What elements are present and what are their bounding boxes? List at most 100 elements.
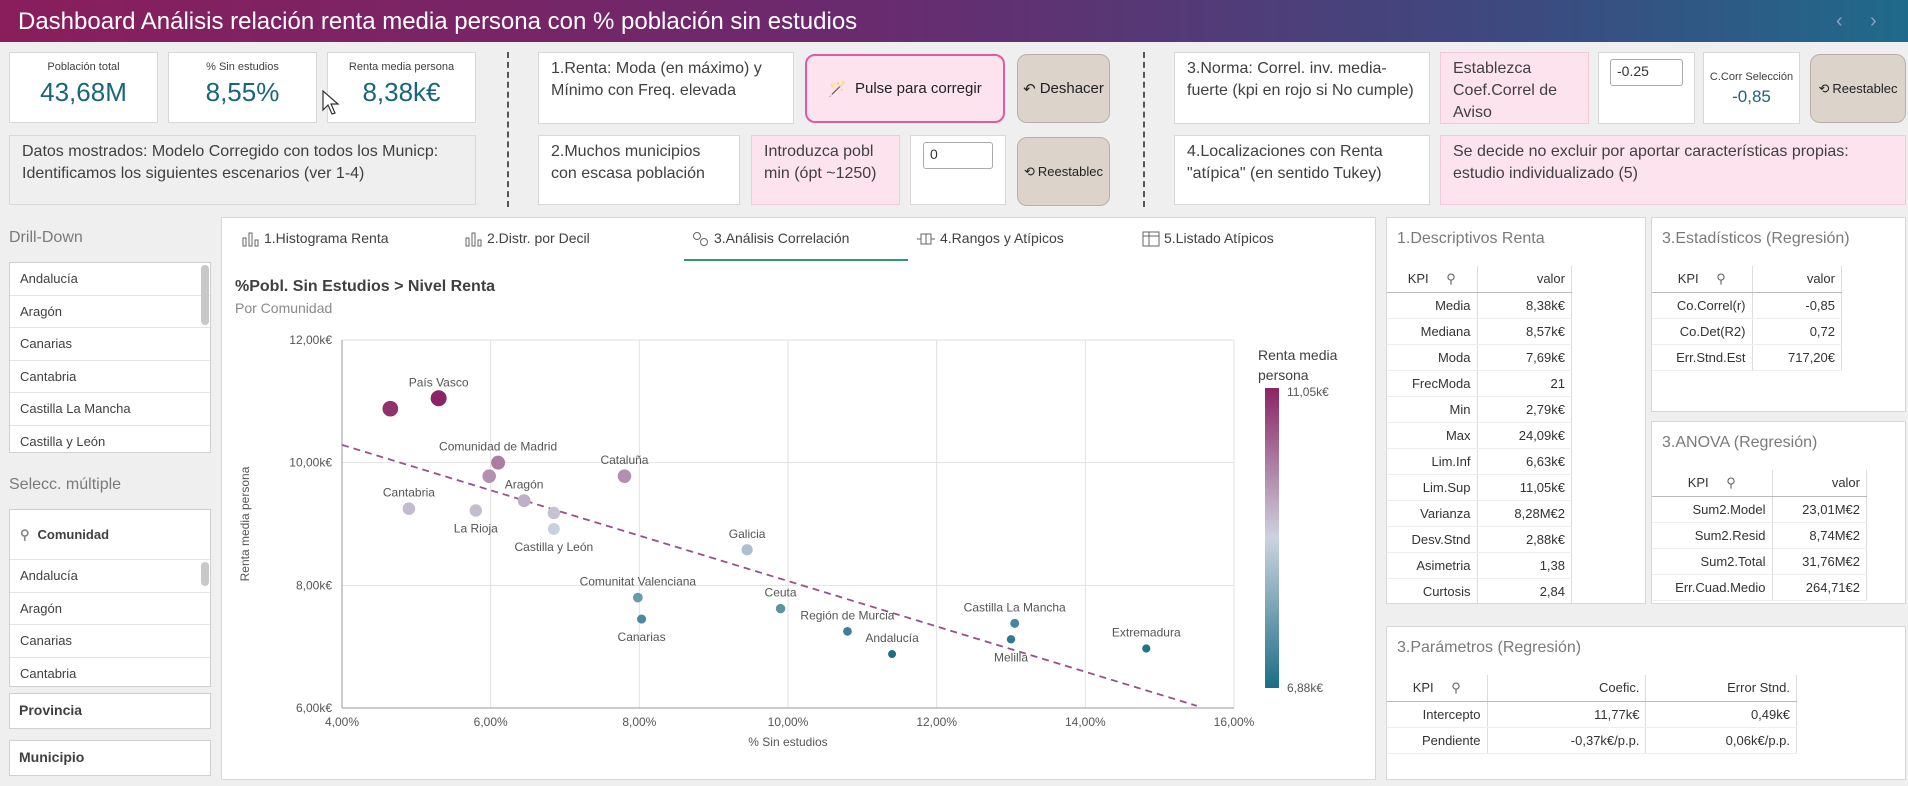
bar-chart-icon (465, 232, 482, 247)
row-value: 7,69k€ (1477, 344, 1572, 371)
provincia-field[interactable]: Provincia (9, 693, 211, 729)
point-label: Galicia (729, 527, 766, 541)
boxplot-icon (917, 233, 935, 245)
list-item[interactable]: Castilla La Mancha (10, 393, 210, 426)
anova-panel: 3.ANOVA (Regresión) KPI ⚲ valor Sum2.Model… (1651, 421, 1906, 604)
reset-correlation-button[interactable]: ⟲ Reestablec (1810, 54, 1906, 123)
point-label: Comunitat Valenciana (580, 575, 697, 589)
table-title: 3.Parámetros (Regresión) (1397, 639, 1582, 656)
table-row: Moda 7,69k€ (1387, 344, 1572, 371)
search-icon[interactable]: ⚲ (1447, 679, 1461, 695)
table-row: Err.Stnd.Est 717,20€ (1652, 344, 1842, 371)
prev-sheet-icon[interactable]: ‹ (1836, 10, 1843, 32)
mouse-cursor-icon (322, 90, 340, 115)
row-value: 2,88k€ (1477, 526, 1572, 553)
table-row: Err.Cuad.Medio 264,71€2 (1652, 574, 1867, 601)
list-item[interactable]: Aragón (10, 593, 210, 625)
point-label: Cataluña (600, 453, 648, 467)
table-row: Max 24,09k€ (1387, 422, 1572, 449)
scatter-icon (693, 232, 708, 247)
column-header[interactable]: Coefic. (1487, 675, 1647, 702)
table-title: 1.Descriptivos Renta (1397, 230, 1545, 247)
row-key: Max (1387, 422, 1478, 449)
column-header[interactable]: Error Stnd. (1645, 675, 1797, 702)
point-label: Castilla La Mancha (964, 600, 1066, 614)
kpi-header[interactable]: KPI ⚲ (1387, 675, 1488, 702)
row-value: 0,72 (1752, 318, 1842, 345)
list-item[interactable]: Cantabria (10, 658, 210, 687)
search-icon[interactable]: ⚲ (1722, 474, 1736, 490)
scatter-chart[interactable]: 4,00% 6,00% 8,00% 10,00% 12,00% 14,00% 16,00% 6… (222, 218, 1377, 781)
reset-population-button[interactable]: ⟲ Reestablec (1017, 137, 1110, 206)
kpi-header[interactable]: KPI ⚲ (1387, 266, 1478, 293)
column-header[interactable]: valor (1477, 266, 1572, 293)
search-label: Comunidad (37, 527, 110, 542)
list-item[interactable]: Aragón (10, 296, 210, 328)
anova-table: KPI ⚲ valor Sum2.Model 23,01M€2 Sum2.Resid 8,… (1652, 470, 1867, 601)
active-tab-underline (684, 259, 908, 261)
scrollbar[interactable] (201, 562, 209, 586)
undo-button[interactable]: ↶ Deshacer (1017, 54, 1110, 123)
tab-histograma[interactable]: 1.Histograma Renta (242, 230, 389, 247)
multi-select-title: Selecc. múltiple (9, 476, 122, 493)
scrollbar[interactable] (201, 265, 209, 325)
list-item[interactable]: Canarias (10, 328, 210, 361)
row-key: Lim.Sup (1387, 474, 1478, 501)
tab-correlacion[interactable]: 3.Análisis Correlación (692, 230, 849, 247)
list-item[interactable]: Castilla y León (10, 426, 210, 453)
kpi-correlation-selection: C.Corr Selección -0,85 (1703, 52, 1800, 124)
point-label: Aragón (505, 478, 544, 492)
kpi-value: 8,55% (205, 77, 280, 107)
tab-decil[interactable]: 2.Distr. por Decil (465, 230, 590, 247)
table-header-row: KPI ⚲ valor (1652, 266, 1842, 293)
table-row: Sum2.Model 23,01M€2 (1652, 496, 1867, 523)
search-icon[interactable]: ⚲ (1442, 270, 1456, 286)
list-item[interactable]: Andalucía (10, 263, 210, 296)
list-item[interactable]: Canarias (10, 625, 210, 658)
scenario4-decision: Se decide no excluir por aportar caracte… (1440, 135, 1906, 205)
tab-rangos[interactable]: 4.Rangos y Atípicos (916, 230, 1064, 247)
row-value: 0,49k€ (1645, 701, 1797, 728)
list-item[interactable]: Cantabria (10, 361, 210, 393)
min-population-container: 0 (910, 135, 1006, 205)
table-row: Sum2.Total 31,76M€2 (1652, 548, 1867, 575)
tab-listado[interactable]: 5.Listado Atípicos (1142, 230, 1274, 247)
list-item[interactable]: Andalucía (10, 560, 210, 593)
kpi-value: -0,85 (1732, 87, 1771, 106)
table-row: Lim.Sup 11,05k€ (1387, 474, 1572, 501)
next-sheet-icon[interactable]: › (1870, 10, 1877, 32)
correlation-threshold-input[interactable]: -0.25 (1610, 59, 1683, 86)
row-value: 11,77k€ (1487, 701, 1647, 728)
scenario3-text: 3.Norma: Correl. inv. media-fuerte (kpi … (1174, 52, 1430, 124)
fix-button-label: Pulse para corregir (854, 80, 982, 97)
row-key: FrecModa (1387, 370, 1478, 397)
fix-button[interactable]: 🪄 Pulse para corregir (805, 54, 1005, 123)
point-label: Región de Murcia (800, 608, 894, 622)
min-population-input[interactable]: 0 (923, 142, 993, 169)
table-row: Min 2,79k€ (1387, 396, 1572, 423)
kpi-header[interactable]: KPI ⚲ (1652, 470, 1773, 497)
x-tick-label: 16,00% (1214, 715, 1255, 729)
column-header[interactable]: valor (1772, 470, 1867, 497)
divider (1143, 52, 1145, 207)
table-icon (1142, 231, 1160, 247)
data-point (1010, 618, 1020, 628)
data-point (547, 506, 561, 520)
row-key: Err.Cuad.Medio (1652, 574, 1773, 601)
legend-title-line2: persona (1258, 367, 1309, 383)
data-point (402, 502, 416, 515)
row-key: Mediana (1387, 318, 1478, 345)
y-axis-label: Renta media persona (238, 466, 252, 581)
search-row[interactable]: ⚲ Comunidad (10, 510, 210, 560)
data-point (382, 400, 399, 417)
y-tick-label: 6,00k€ (296, 701, 332, 715)
row-key: Co.Det(R2) (1652, 318, 1753, 345)
reset-icon: ⟲ (1818, 80, 1830, 96)
table-row: Media 8,38k€ (1387, 292, 1572, 319)
data-point (547, 522, 560, 535)
municipio-field[interactable]: Municipio (9, 740, 211, 776)
row-key: Moda (1387, 344, 1478, 371)
search-icon[interactable]: ⚲ (1712, 270, 1726, 286)
column-header[interactable]: valor (1752, 266, 1842, 293)
kpi-header[interactable]: KPI ⚲ (1652, 266, 1753, 293)
